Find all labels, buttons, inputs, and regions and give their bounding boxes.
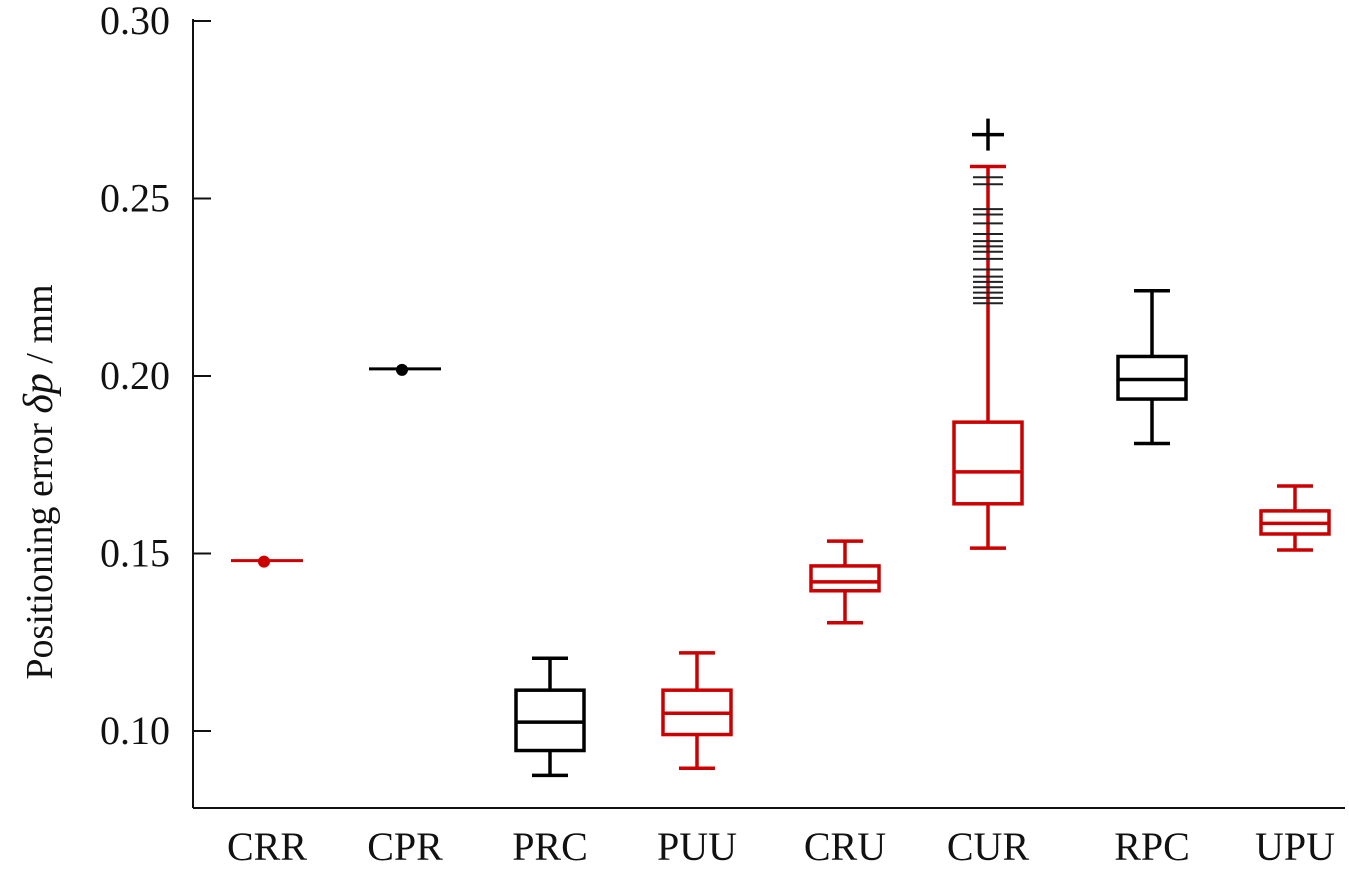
axes (192, 19, 1345, 809)
point-marker (396, 363, 408, 376)
y-tick-label: 0.20 (100, 353, 170, 398)
box-series (231, 118, 1331, 778)
box-iqr (952, 420, 1024, 506)
box-cru (809, 539, 881, 625)
box-prc (514, 656, 586, 778)
x-category-label: CUR (947, 824, 1030, 869)
x-category-label: CRU (804, 824, 886, 869)
box-iqr (809, 564, 881, 593)
box-crr (231, 555, 303, 568)
y-tick-label: 0.25 (100, 176, 170, 221)
point-marker (258, 555, 270, 568)
x-category-label: PUU (657, 824, 737, 869)
box-iqr (514, 688, 586, 753)
x-category-label: CRR (227, 824, 307, 869)
y-axis-title-symbol: δp (16, 373, 62, 414)
y-axis-title: Positioning error δp / mm (16, 284, 62, 679)
y-tick-label: 0.15 (100, 531, 170, 576)
box-iqr (1116, 354, 1188, 401)
box-puu (661, 651, 733, 771)
x-category-label: RPC (1114, 824, 1190, 869)
x-category-label: CPR (367, 824, 443, 869)
y-tick-label: 0.30 (100, 0, 170, 43)
y-axis-title-unit: / mm (19, 284, 61, 373)
y-tick-label: 0.10 (100, 708, 170, 753)
x-axis-labels: CRR CPR PRC PUU CRU CUR RPC UPU (227, 824, 1335, 869)
box-cur (952, 118, 1024, 550)
x-category-label: PRC (512, 824, 588, 869)
y-axis-title-text: Positioning error (19, 414, 61, 680)
x-category-label: UPU (1255, 824, 1335, 869)
box-upu (1259, 484, 1331, 552)
box-rpc (1116, 289, 1188, 446)
box-cpr (369, 363, 441, 376)
y-axis-ticks: 0.10 0.15 0.20 0.25 0.30 (100, 0, 211, 753)
